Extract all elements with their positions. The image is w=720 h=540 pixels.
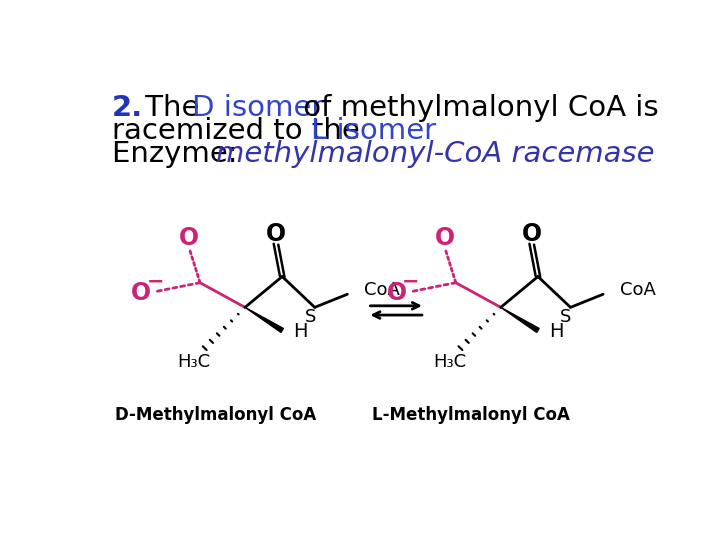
Text: O: O bbox=[179, 226, 199, 250]
Text: CoA: CoA bbox=[364, 281, 400, 299]
Text: S: S bbox=[560, 308, 572, 326]
Text: Enzyme:: Enzyme: bbox=[112, 140, 246, 168]
Text: CoA: CoA bbox=[620, 281, 656, 299]
Text: O: O bbox=[435, 226, 455, 250]
Text: −: − bbox=[402, 271, 420, 291]
Text: H₃C: H₃C bbox=[177, 353, 210, 371]
Text: D-Methylmalonyl CoA: D-Methylmalonyl CoA bbox=[115, 406, 316, 424]
Text: 2.: 2. bbox=[112, 94, 143, 122]
Text: methylmalonyl-CoA racemase: methylmalonyl-CoA racemase bbox=[216, 140, 654, 168]
Text: L-Methylmalonyl CoA: L-Methylmalonyl CoA bbox=[372, 406, 570, 424]
Text: D isomer: D isomer bbox=[192, 94, 323, 122]
Text: The: The bbox=[136, 94, 209, 122]
Polygon shape bbox=[245, 307, 284, 333]
Text: of methylmalonyl CoA is: of methylmalonyl CoA is bbox=[294, 94, 659, 122]
Text: racemized to the: racemized to the bbox=[112, 117, 369, 145]
Text: H₃C: H₃C bbox=[433, 353, 466, 371]
Text: O: O bbox=[522, 222, 542, 246]
Text: O: O bbox=[387, 281, 407, 306]
Text: O: O bbox=[266, 222, 286, 246]
Text: L isomer: L isomer bbox=[311, 117, 436, 145]
Text: H: H bbox=[549, 322, 563, 341]
Text: −: − bbox=[146, 271, 164, 291]
Polygon shape bbox=[500, 307, 539, 333]
Text: O: O bbox=[131, 281, 151, 306]
Text: H: H bbox=[293, 322, 307, 341]
Text: S: S bbox=[305, 308, 316, 326]
